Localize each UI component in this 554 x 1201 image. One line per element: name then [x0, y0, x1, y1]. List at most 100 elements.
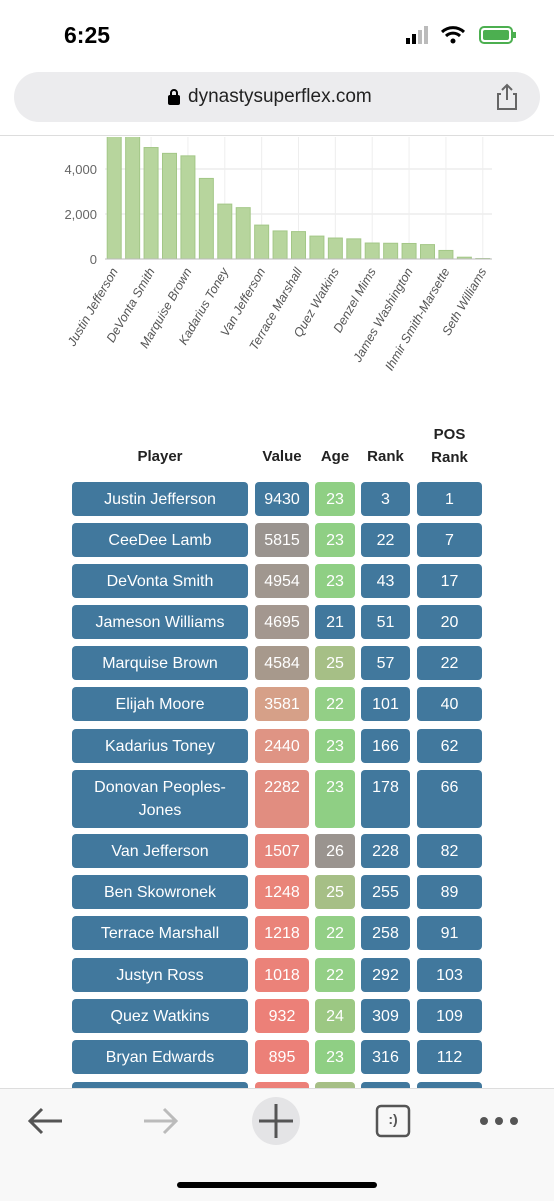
value-cell: 109 [417, 999, 482, 1033]
value-cell: 1218 [255, 916, 309, 950]
back-button[interactable] [30, 1109, 62, 1133]
value-cell: 112 [417, 1040, 482, 1074]
value-cell: 3 [361, 482, 410, 516]
value-cell: 23 [315, 523, 355, 557]
column-header: Player [72, 420, 248, 468]
player-cell: DeVonta Smith [72, 564, 248, 598]
separator [0, 135, 554, 136]
y-tick-label: 4,000 [64, 162, 97, 177]
value-cell: 22 [315, 916, 355, 950]
column-header: POS Rank [417, 420, 482, 469]
value-cell: 82 [417, 834, 482, 868]
value-cell: 292 [361, 958, 410, 992]
value-cell: 228 [361, 834, 410, 868]
player-cell: Van Jefferson [72, 834, 248, 868]
value-cell: 101 [361, 687, 410, 721]
value-cell: 91 [417, 916, 482, 950]
value-cell: 1248 [255, 875, 309, 909]
value-cell: 26 [315, 834, 355, 868]
forward-button[interactable] [144, 1109, 176, 1133]
value-cell: 309 [361, 999, 410, 1033]
column-header: Rank [361, 420, 410, 468]
value-cell: 3581 [255, 687, 309, 721]
value-cell: 178 [361, 770, 410, 828]
value-cell: 40 [417, 687, 482, 721]
y-tick-label: 2,000 [64, 207, 97, 222]
player-cell: Terrace Marshall [72, 916, 248, 950]
value-cell: 43 [361, 564, 410, 598]
player-cell: Quez Watkins [72, 999, 248, 1033]
column-header: Value [255, 420, 309, 468]
bar [144, 148, 158, 259]
value-cell: 23 [315, 482, 355, 516]
player-cell: Donovan Peoples-Jones [72, 770, 248, 828]
x-tick-label: Ihmir Smith-Marsette [382, 265, 452, 372]
bar [218, 204, 232, 259]
player-cell: CeeDee Lamb [72, 523, 248, 557]
status-icons [400, 24, 525, 52]
bar [439, 250, 453, 259]
value-cell: 51 [361, 605, 410, 639]
value-cell: 258 [361, 916, 410, 950]
value-cell: 25 [315, 875, 355, 909]
value-cell: 2440 [255, 729, 309, 763]
bar [384, 243, 398, 259]
bar [310, 236, 324, 259]
value-cell: 21 [315, 605, 355, 639]
player-cell: Ben Skowronek [72, 875, 248, 909]
value-cell: 4584 [255, 646, 309, 680]
value-cell: 22 [315, 958, 355, 992]
value-cell: 22 [417, 646, 482, 680]
value-cell: 23 [315, 1040, 355, 1074]
value-cell: 4954 [255, 564, 309, 598]
bar [328, 238, 342, 259]
value-cell: 932 [255, 999, 309, 1033]
value-cell: 62 [417, 729, 482, 763]
value-cell: 17 [417, 564, 482, 598]
value-cell: 25 [315, 646, 355, 680]
value-cell: 255 [361, 875, 410, 909]
value-cell: 66 [417, 770, 482, 828]
value-cell: 7 [417, 523, 482, 557]
value-cell: 9430 [255, 482, 309, 516]
column-header: Age [315, 420, 355, 468]
value-cell: 57 [361, 646, 410, 680]
share-icon[interactable] [494, 82, 520, 112]
toolbar-icons [0, 1090, 554, 1200]
value-cell: 166 [361, 729, 410, 763]
bar [107, 137, 121, 259]
value-cell: 1507 [255, 834, 309, 868]
bar [255, 225, 269, 259]
value-cell: 23 [315, 564, 355, 598]
value-cell: 316 [361, 1040, 410, 1074]
y-tick-label: 0 [90, 252, 97, 267]
value-cell: 89 [417, 875, 482, 909]
status-time: 6:25 [64, 22, 110, 49]
bar [163, 153, 177, 259]
url-text: dynastysuperflex.com [188, 86, 372, 108]
bar [273, 231, 287, 259]
value-cell: 103 [417, 958, 482, 992]
value-cell: 1018 [255, 958, 309, 992]
bar [199, 178, 213, 259]
value-cell: 22 [315, 687, 355, 721]
value-cell: 4695 [255, 605, 309, 639]
tabs-label: :) [377, 1111, 409, 1127]
player-cell: Bryan Edwards [72, 1040, 248, 1074]
value-cell: 895 [255, 1040, 309, 1074]
bar [421, 245, 435, 259]
player-cell: Justin Jefferson [72, 482, 248, 516]
bar [236, 208, 250, 259]
player-cell: Kadarius Toney [72, 729, 248, 763]
value-cell: 5815 [255, 523, 309, 557]
home-indicator [177, 1182, 377, 1188]
player-cell: Jameson Williams [72, 605, 248, 639]
lock-icon [166, 88, 182, 106]
bar [365, 243, 379, 259]
bar [292, 232, 306, 259]
bar [126, 137, 140, 259]
value-cell: 1 [417, 482, 482, 516]
value-cell: 23 [315, 770, 355, 828]
